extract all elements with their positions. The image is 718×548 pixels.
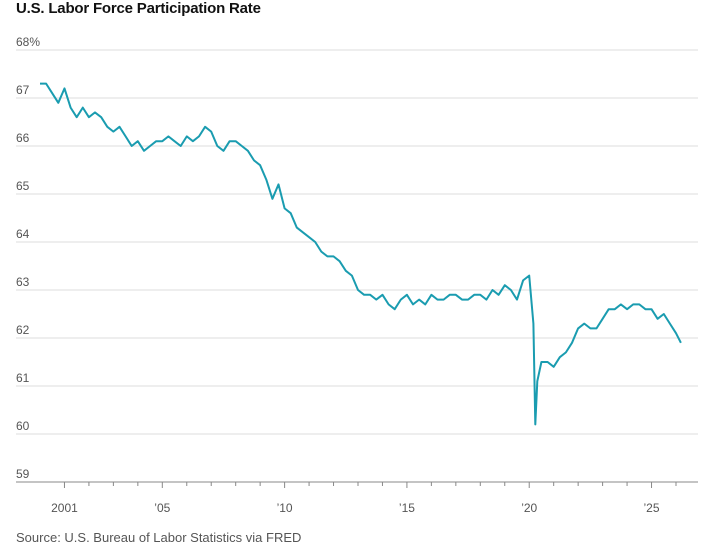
y-tick-label: 61 (16, 371, 30, 385)
x-tick-label: ’05 (154, 501, 170, 515)
x-tick-label: 2001 (51, 501, 78, 515)
y-tick-label: 67 (16, 83, 30, 97)
y-tick-label: 65 (16, 179, 30, 193)
x-tick-label: ’15 (399, 501, 415, 515)
gridlines (16, 49, 698, 435)
y-tick-label: 64 (16, 227, 30, 241)
source-note: Source: U.S. Bureau of Labor Statistics … (16, 530, 302, 545)
y-axis-tick-labels: 68% 67 66 65 64 63 62 61 60 59 (16, 35, 40, 481)
y-tick-label: 62 (16, 323, 30, 337)
y-tick-label: 59 (16, 467, 30, 481)
x-tick-label: ’25 (644, 501, 660, 515)
y-tick-label: 68% (16, 35, 40, 49)
y-tick-label: 60 (16, 419, 30, 433)
y-tick-label: 63 (16, 275, 30, 289)
x-tick-label: ’20 (521, 501, 537, 515)
x-tick-label: ’10 (277, 501, 293, 515)
x-axis-ticks: 2001 ’05 ’10 ’15 ’20 ’25 (51, 482, 677, 515)
y-tick-label: 66 (16, 131, 30, 145)
chart-title: U.S. Labor Force Participation Rate (16, 0, 261, 17)
series-line-participation-rate (40, 82, 682, 426)
